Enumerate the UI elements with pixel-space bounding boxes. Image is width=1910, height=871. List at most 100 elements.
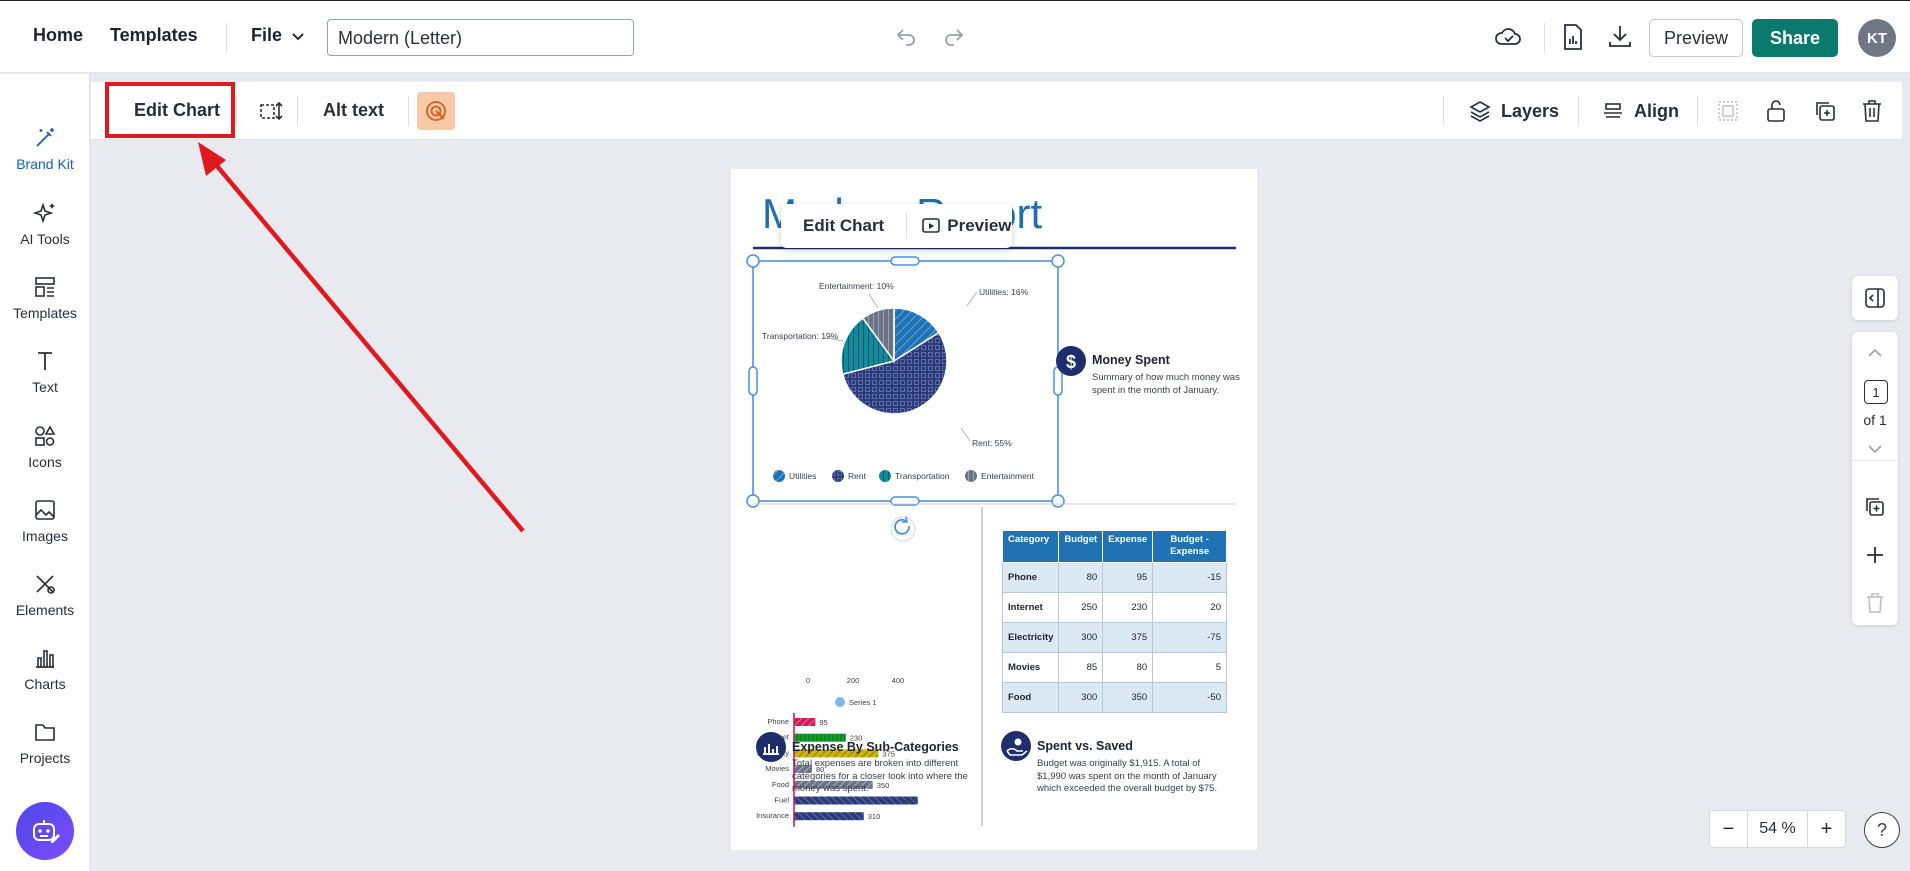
page-navigator: 1 of 1 bbox=[1852, 332, 1898, 625]
table-header-cell: Budget - Expense bbox=[1152, 530, 1227, 563]
group-icon[interactable] bbox=[1716, 99, 1740, 123]
layers-button[interactable]: Layers bbox=[1468, 99, 1559, 123]
image-icon bbox=[0, 496, 90, 524]
money-spent-title[interactable]: Money Spent bbox=[1092, 353, 1171, 367]
elements-icon bbox=[0, 570, 90, 598]
bar-value-label: 80 bbox=[816, 765, 824, 774]
table-row: Movies 85 80 5 bbox=[1001, 652, 1227, 683]
table-cell: 300 bbox=[1058, 682, 1104, 713]
sidebar-item-icons[interactable]: Icons bbox=[0, 422, 90, 470]
table-cell: -75 bbox=[1152, 622, 1227, 653]
pie-slice-transportation bbox=[840, 317, 896, 376]
budget-table[interactable]: Category Budget Expense Budget - Expense Ph… bbox=[1001, 530, 1227, 713]
sidebar-item-templates[interactable]: Templates bbox=[0, 273, 90, 321]
legend-swatch-utilities bbox=[773, 470, 785, 482]
resize-dimensions-icon[interactable] bbox=[258, 98, 284, 124]
file-menu[interactable]: File bbox=[251, 25, 306, 46]
rotate-handle[interactable] bbox=[890, 516, 916, 542]
sidebar-item-label: Images bbox=[22, 528, 68, 544]
zoom-in-button[interactable]: + bbox=[1807, 811, 1845, 847]
align-icon bbox=[1604, 103, 1622, 118]
sidebar-item-label: Elements bbox=[15, 602, 75, 618]
resize-handle[interactable] bbox=[1051, 494, 1065, 508]
share-button[interactable]: Share bbox=[1752, 19, 1838, 57]
sidebar-item-images[interactable]: Images bbox=[0, 496, 90, 544]
undo-icon[interactable] bbox=[895, 25, 917, 47]
bar-value-label: 550 bbox=[903, 797, 916, 806]
bar-legend-series: Series 1 bbox=[849, 698, 877, 707]
expense-sub-title[interactable]: Expense By Sub-Categories bbox=[792, 740, 959, 754]
redo-icon[interactable] bbox=[943, 25, 965, 47]
bar-phone bbox=[794, 718, 816, 726]
report-file-icon[interactable] bbox=[1561, 23, 1585, 51]
zoom-control: − 54 % + bbox=[1709, 810, 1846, 848]
nav-home-link[interactable]: Home bbox=[33, 25, 84, 45]
pie-label-entertainment: Entertainment: 10% bbox=[819, 281, 894, 291]
expense-sub-body[interactable]: Total expenses are broken into different… bbox=[792, 758, 968, 794]
duplicate-icon[interactable] bbox=[1813, 99, 1837, 123]
spent-saved-body[interactable]: Budget was originally $1,915. A total of… bbox=[1037, 758, 1218, 794]
sidebar-item-projects[interactable]: Projects bbox=[0, 718, 90, 766]
table-cell: 375 bbox=[1102, 622, 1154, 653]
document-page[interactable]: Modern Report Entertainment: 10% Utiliti… bbox=[731, 169, 1257, 850]
sidebar-item-ai-tools[interactable]: AI Tools bbox=[0, 199, 90, 247]
money-spent-body[interactable]: Summary of how much money was spent in t… bbox=[1092, 372, 1240, 396]
help-button[interactable]: ? bbox=[1864, 812, 1900, 848]
alt-text-button[interactable]: Alt text bbox=[323, 100, 384, 121]
trash-icon[interactable] bbox=[1861, 98, 1883, 124]
sidebar-item-text[interactable]: Text bbox=[0, 347, 90, 395]
delete-page-icon[interactable] bbox=[1865, 592, 1885, 619]
cloud-saved-icon[interactable] bbox=[1494, 25, 1522, 49]
avatar[interactable]: KT bbox=[1858, 19, 1896, 57]
bar-category-label: Fuel bbox=[774, 796, 789, 805]
nav-templates-link[interactable]: Templates bbox=[110, 25, 198, 45]
divider bbox=[408, 96, 409, 126]
zoom-out-button[interactable]: − bbox=[1710, 811, 1748, 847]
table-cell: Electricity bbox=[1001, 622, 1060, 653]
pie-label-transportation: Transportation: 19% bbox=[762, 331, 839, 341]
float-preview-button[interactable]: Preview bbox=[921, 216, 1012, 236]
animate-icon[interactable] bbox=[417, 92, 455, 130]
edit-chart-button[interactable]: Edit Chart bbox=[134, 100, 220, 121]
resize-handle[interactable] bbox=[746, 494, 760, 508]
robot-icon bbox=[33, 820, 60, 843]
download-icon[interactable] bbox=[1607, 23, 1633, 49]
sidebar-item-label: Charts bbox=[24, 676, 66, 692]
edit-chart-label: Edit Chart bbox=[134, 100, 221, 120]
resize-handle[interactable] bbox=[746, 254, 760, 268]
chevron-up-icon[interactable] bbox=[1866, 346, 1884, 364]
table-cell: 95 bbox=[1102, 562, 1154, 593]
legend-transportation: Transportation bbox=[895, 471, 950, 481]
sidebar-item-charts[interactable]: Charts bbox=[0, 644, 90, 692]
pie-chart[interactable] bbox=[840, 307, 948, 415]
align-button[interactable]: Align bbox=[1601, 99, 1679, 123]
pie-label-rent: Rent: 55% bbox=[972, 438, 1012, 448]
spent-saved-title[interactable]: Spent vs. Saved bbox=[1037, 739, 1133, 753]
float-edit-chart-button[interactable]: Edit Chart bbox=[803, 216, 885, 235]
collapse-panel-button[interactable] bbox=[1852, 276, 1898, 320]
page-number-input[interactable]: 1 bbox=[1864, 380, 1888, 404]
resize-handle[interactable] bbox=[748, 366, 758, 396]
pie-slice-rent bbox=[841, 331, 948, 415]
duplicate-page-icon[interactable] bbox=[1864, 496, 1886, 523]
zoom-level-input[interactable]: 54 % bbox=[1759, 820, 1796, 837]
sidebar-item-brand-kit[interactable]: Brand Kit bbox=[0, 124, 90, 172]
unlock-icon[interactable] bbox=[1765, 98, 1787, 124]
svg-text:$: $ bbox=[1066, 352, 1076, 372]
table-cell: 85 bbox=[1058, 652, 1104, 683]
divider bbox=[1852, 460, 1898, 461]
document-name-input[interactable]: Modern (Letter) bbox=[327, 19, 634, 56]
preview-button[interactable]: Preview bbox=[1649, 19, 1743, 57]
chevron-down-icon[interactable] bbox=[1866, 442, 1884, 460]
bar-category-label: Movies bbox=[765, 764, 789, 773]
resize-handle[interactable] bbox=[1051, 254, 1065, 268]
chart-context-toolbar: Edit Chart Alt text Layers Align bbox=[91, 82, 1902, 140]
bar-category-label: Food bbox=[772, 780, 789, 789]
ai-assistant-button[interactable] bbox=[16, 802, 74, 860]
table-row: Internet 250 230 20 bbox=[1001, 592, 1227, 623]
bar-insurance bbox=[794, 812, 864, 821]
sidebar-item-elements[interactable]: Elements bbox=[0, 570, 90, 618]
resize-handle[interactable] bbox=[890, 496, 920, 506]
add-page-icon[interactable] bbox=[1864, 544, 1886, 571]
resize-handle[interactable] bbox=[890, 256, 920, 266]
